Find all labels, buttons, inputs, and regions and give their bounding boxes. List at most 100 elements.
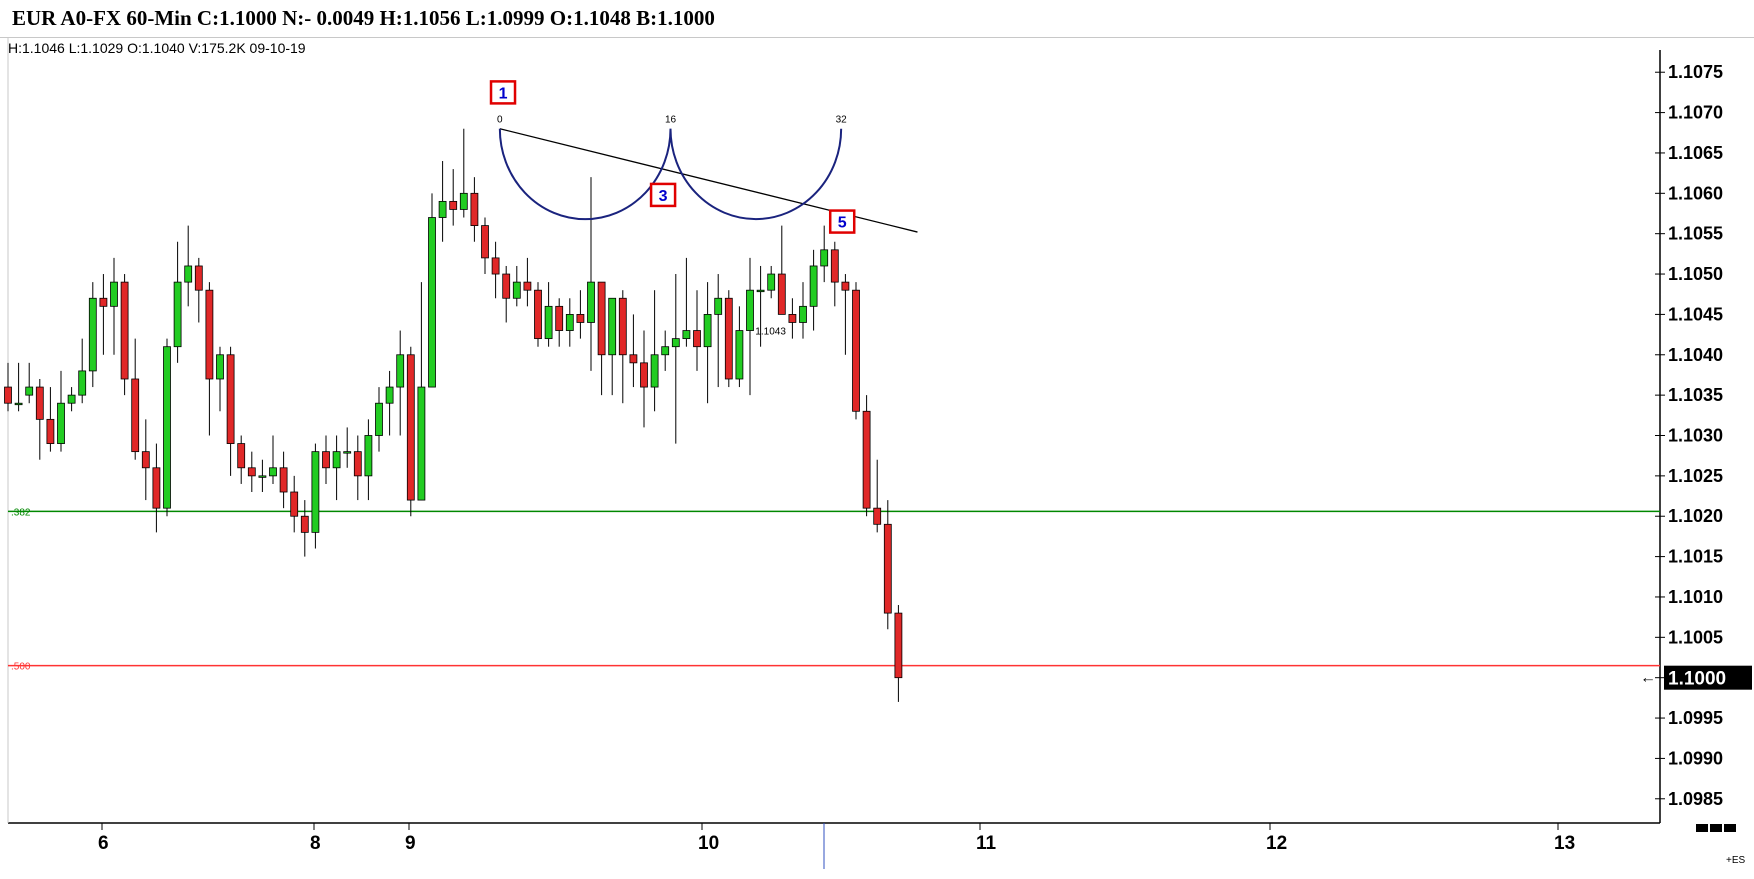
candle[interactable] <box>237 435 246 484</box>
candle[interactable] <box>110 257 118 355</box>
candle[interactable] <box>576 290 585 339</box>
candle[interactable] <box>597 281 606 396</box>
candle[interactable] <box>269 435 277 484</box>
candle-body <box>438 200 447 218</box>
candle[interactable] <box>693 290 701 371</box>
candle[interactable] <box>332 435 341 501</box>
candle[interactable] <box>99 274 108 355</box>
candle[interactable] <box>714 274 723 388</box>
candle[interactable] <box>173 241 182 363</box>
candle[interactable] <box>788 298 797 339</box>
candle[interactable] <box>163 338 171 517</box>
candle[interactable] <box>491 241 500 299</box>
candle[interactable] <box>777 225 786 315</box>
candle[interactable] <box>120 274 129 396</box>
candle[interactable] <box>4 362 12 412</box>
price-axis[interactable]: 1.1075 1.1070 1.1065 1.1060 1.1055 1.1050 1.10… <box>1640 62 1752 809</box>
candle[interactable] <box>300 500 309 557</box>
candle[interactable] <box>364 419 373 501</box>
candle[interactable] <box>608 297 617 396</box>
candle[interactable] <box>226 346 235 476</box>
candle[interactable] <box>141 419 150 501</box>
candle[interactable] <box>809 249 818 331</box>
candle[interactable] <box>682 257 691 347</box>
last-price-box[interactable] <box>1664 665 1752 690</box>
candle[interactable] <box>629 314 638 388</box>
candle[interactable] <box>544 282 553 347</box>
candle[interactable] <box>671 274 680 444</box>
candle[interactable] <box>862 395 871 517</box>
candle[interactable] <box>852 282 860 420</box>
control-square-1[interactable] <box>1696 824 1708 832</box>
control-square-2[interactable] <box>1710 824 1722 832</box>
candle[interactable] <box>343 427 352 468</box>
wave-marker-3[interactable]: 3 <box>649 182 677 208</box>
candle[interactable] <box>873 459 882 533</box>
wave-marker-5[interactable]: 5 <box>828 209 856 234</box>
candle[interactable] <box>152 443 161 533</box>
candle[interactable] <box>565 298 574 347</box>
candle[interactable] <box>385 370 394 436</box>
candle[interactable] <box>830 241 839 307</box>
candle[interactable] <box>502 265 511 323</box>
candle[interactable] <box>756 265 765 347</box>
candle[interactable] <box>131 338 140 460</box>
candle[interactable] <box>618 290 627 404</box>
candle[interactable] <box>650 290 659 412</box>
candle[interactable] <box>375 387 383 452</box>
candle[interactable] <box>247 451 256 493</box>
candle[interactable] <box>841 274 850 355</box>
time-axis[interactable]: 6 8 9 10 11 12 13 <box>98 823 1575 854</box>
candle[interactable] <box>67 387 76 412</box>
candle[interactable] <box>587 177 595 371</box>
candle[interactable] <box>78 338 87 404</box>
candle[interactable] <box>724 290 733 388</box>
candle[interactable] <box>481 217 489 275</box>
time-arc-1[interactable] <box>498 128 672 221</box>
candle[interactable] <box>88 282 97 388</box>
candle[interactable] <box>428 193 436 388</box>
candle[interactable] <box>25 362 34 404</box>
candle-body <box>830 249 839 283</box>
wave-marker-1[interactable]: 1 <box>489 80 517 105</box>
candle[interactable] <box>523 257 532 307</box>
candle[interactable] <box>322 435 330 484</box>
candle[interactable] <box>279 451 288 509</box>
candle[interactable] <box>820 225 829 283</box>
candle[interactable] <box>406 346 415 517</box>
candle[interactable] <box>353 435 362 501</box>
candle[interactable] <box>640 330 648 428</box>
candle[interactable] <box>470 177 479 242</box>
candle[interactable] <box>459 128 468 218</box>
candle[interactable] <box>534 282 542 347</box>
candle[interactable] <box>396 330 405 436</box>
candle[interactable] <box>894 605 903 702</box>
candle[interactable] <box>555 298 564 347</box>
candle[interactable] <box>746 257 754 396</box>
candle[interactable] <box>661 330 670 371</box>
candle[interactable] <box>449 169 458 226</box>
candle[interactable] <box>184 225 193 307</box>
candle[interactable] <box>194 257 203 323</box>
corner-controls[interactable]: +ES <box>1696 824 1746 866</box>
candle[interactable] <box>767 265 776 299</box>
candle[interactable] <box>216 346 224 412</box>
candle[interactable] <box>35 378 44 460</box>
candle[interactable] <box>311 443 320 549</box>
candle[interactable] <box>799 282 807 339</box>
candle[interactable] <box>703 282 712 404</box>
candle[interactable] <box>290 475 299 533</box>
control-square-3[interactable] <box>1724 824 1736 832</box>
candle[interactable] <box>258 459 267 493</box>
time-arc-2[interactable] <box>669 128 843 221</box>
candle[interactable] <box>46 387 55 452</box>
candle[interactable] <box>205 282 214 436</box>
candle[interactable] <box>14 362 23 412</box>
candle[interactable] <box>512 265 521 307</box>
candle[interactable] <box>57 370 65 452</box>
candle[interactable] <box>417 282 426 501</box>
candle[interactable] <box>883 500 892 630</box>
candle[interactable] <box>735 306 744 388</box>
candle[interactable] <box>438 161 447 242</box>
